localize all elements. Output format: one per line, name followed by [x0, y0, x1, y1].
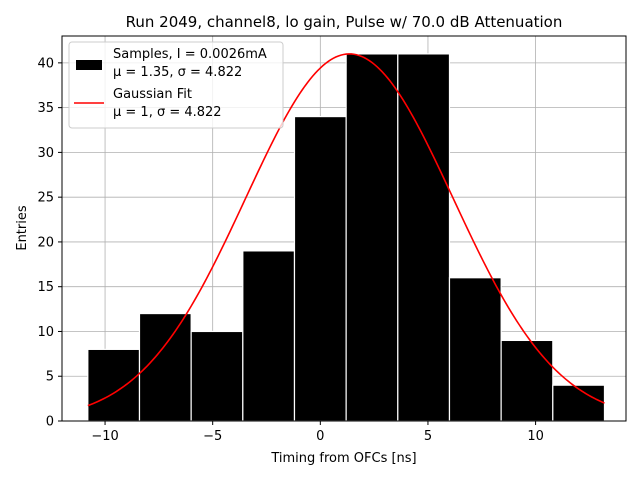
chart-title: Run 2049, channel8, lo gain, Pulse w/ 70…: [126, 13, 563, 31]
legend-samples-swatch: [76, 60, 102, 70]
histogram-bar: [552, 384, 606, 422]
x-tick-label: 10: [527, 429, 544, 444]
histogram-bar: [345, 53, 399, 422]
x-tick-label: −5: [203, 429, 222, 444]
histogram-bar: [293, 115, 347, 422]
histogram-bar: [242, 250, 296, 422]
x-tick-label: 0: [316, 429, 324, 444]
y-tick-label: 40: [37, 56, 54, 71]
y-tick-label: 0: [46, 415, 54, 430]
histogram-bar: [138, 312, 192, 422]
gaussian-fit-curve: [87, 53, 605, 407]
y-axis-label: Entries: [15, 205, 30, 251]
y-tick-label: 15: [37, 280, 54, 295]
fit-curve-layer: [87, 53, 605, 407]
y-axis: 0 5 10 15 20 25 30 35 40: [37, 56, 62, 430]
histogram-bar: [448, 277, 502, 422]
plot-frame: [61, 35, 627, 422]
y-tick-label: 35: [37, 101, 54, 116]
histogram-bar: [500, 339, 554, 422]
y-tick-label: 20: [37, 235, 54, 250]
legend: Samples, I = 0.0026mA μ = 1.35, σ = 4.82…: [68, 41, 284, 129]
legend-fit-label: Gaussian Fit: [113, 87, 192, 102]
histogram-bars: [87, 53, 606, 422]
y-tick-label: 10: [37, 325, 54, 340]
legend-samples-label: Samples, I = 0.0026mA: [113, 47, 267, 62]
x-axis-label: Timing from OFCs [ns]: [270, 451, 416, 466]
legend-samples-stats: μ = 1.35, σ = 4.822: [113, 65, 242, 80]
legend-fit-stats: μ = 1, σ = 4.822: [113, 105, 222, 120]
x-tick-label: 5: [424, 429, 432, 444]
legend-box: [68, 41, 284, 129]
histogram-bar: [397, 53, 451, 422]
y-tick-label: 25: [37, 191, 54, 206]
x-tick-label: −10: [91, 429, 118, 444]
histogram-bar: [190, 330, 244, 422]
x-axis: −10 −5 0 5 10: [91, 421, 544, 444]
histogram-bar: [87, 348, 141, 422]
y-tick-label: 30: [37, 146, 54, 161]
y-tick-label: 5: [46, 370, 54, 385]
